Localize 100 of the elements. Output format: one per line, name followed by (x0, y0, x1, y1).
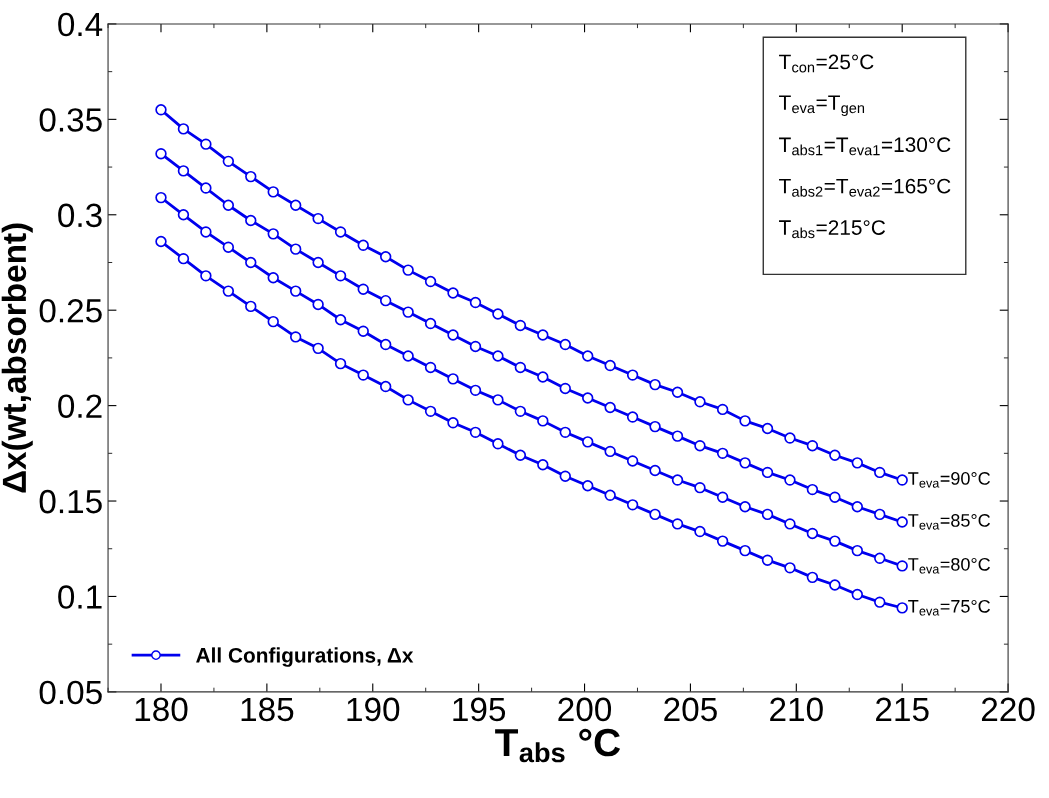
point (784, 474, 796, 486)
point (200, 270, 212, 282)
point (245, 214, 257, 227)
point (267, 272, 279, 284)
point (222, 199, 235, 211)
point (874, 466, 886, 479)
point (784, 432, 796, 444)
annotation: T$_{eva}$=90°C (908, 472, 991, 488)
point (761, 466, 774, 479)
point (289, 331, 302, 343)
point (357, 369, 369, 381)
point (312, 256, 324, 269)
point (671, 474, 684, 486)
point (357, 239, 369, 252)
point (222, 241, 235, 253)
point (200, 226, 212, 238)
point (784, 562, 796, 574)
point (761, 554, 774, 566)
x-tick-label: 190 (347, 697, 400, 722)
x-tick-label: 185 (241, 697, 294, 722)
y-tick-label: 0.25 (39, 299, 102, 323)
point (896, 602, 908, 614)
point (806, 571, 819, 584)
y-tick-label: 0.4 (58, 12, 103, 37)
point (289, 243, 302, 255)
point (447, 329, 459, 341)
point (851, 588, 864, 601)
point (267, 315, 279, 328)
point (469, 384, 482, 397)
annotation: T$_{eva}$=T$_{gen}$ (779, 95, 865, 117)
point (694, 481, 706, 494)
point (829, 535, 841, 547)
point (716, 535, 729, 547)
point (379, 338, 392, 351)
point (402, 350, 414, 362)
point (379, 294, 392, 307)
point (537, 415, 549, 427)
point (829, 579, 841, 591)
point (896, 516, 908, 528)
point (379, 380, 392, 393)
point (626, 369, 639, 381)
point (829, 449, 841, 461)
x-tick-label: 195 (453, 697, 506, 722)
point (200, 182, 212, 194)
legend-label: All Configurations, Δx (196, 647, 414, 667)
point (851, 457, 864, 469)
point (514, 319, 527, 332)
point (582, 350, 594, 362)
point (289, 285, 302, 297)
y-axis-title: Δx(wt,absorbent) (1, 223, 33, 493)
point (514, 361, 527, 374)
point (604, 445, 616, 458)
point (716, 491, 729, 503)
annotation: T$_{abs1}$=T$_{eva1}$=130°C (779, 137, 951, 156)
point (514, 405, 527, 418)
point (716, 403, 729, 416)
point (402, 264, 414, 276)
point (604, 359, 616, 372)
point (761, 422, 774, 435)
x-tick-label: 180 (135, 697, 188, 722)
point (424, 405, 437, 418)
y-tick-label: 0.1 (58, 585, 102, 609)
point (582, 436, 594, 448)
point (537, 459, 549, 471)
point (649, 420, 661, 433)
point (447, 287, 459, 299)
point (334, 226, 347, 238)
point (402, 394, 414, 406)
annotation: T$_{abs2}$=T$_{eva2}$=165°C (779, 178, 951, 197)
point (896, 474, 908, 486)
point (716, 447, 729, 460)
point (806, 527, 819, 540)
point (829, 491, 841, 503)
point (671, 430, 684, 442)
annotation: T$_{eva}$=80°C (908, 557, 991, 574)
point (604, 401, 616, 414)
annotation: T$_{eva}$=75°C (908, 599, 991, 616)
point (267, 186, 279, 198)
point (245, 256, 257, 269)
point (334, 270, 347, 282)
point (447, 373, 459, 385)
point (874, 508, 886, 521)
point (492, 394, 504, 406)
point (649, 378, 661, 391)
point (402, 306, 414, 318)
point (739, 544, 751, 557)
point (626, 499, 639, 511)
point (424, 361, 437, 374)
y-tick-label: 0.2 (58, 394, 102, 419)
point (739, 457, 751, 469)
point (155, 235, 167, 248)
point (874, 552, 886, 564)
point (626, 411, 639, 423)
point (559, 338, 571, 351)
point (245, 300, 257, 313)
point (177, 123, 190, 135)
x-tick-label: 210 (770, 697, 823, 722)
point (671, 386, 684, 398)
point (334, 357, 347, 370)
point (379, 251, 392, 263)
